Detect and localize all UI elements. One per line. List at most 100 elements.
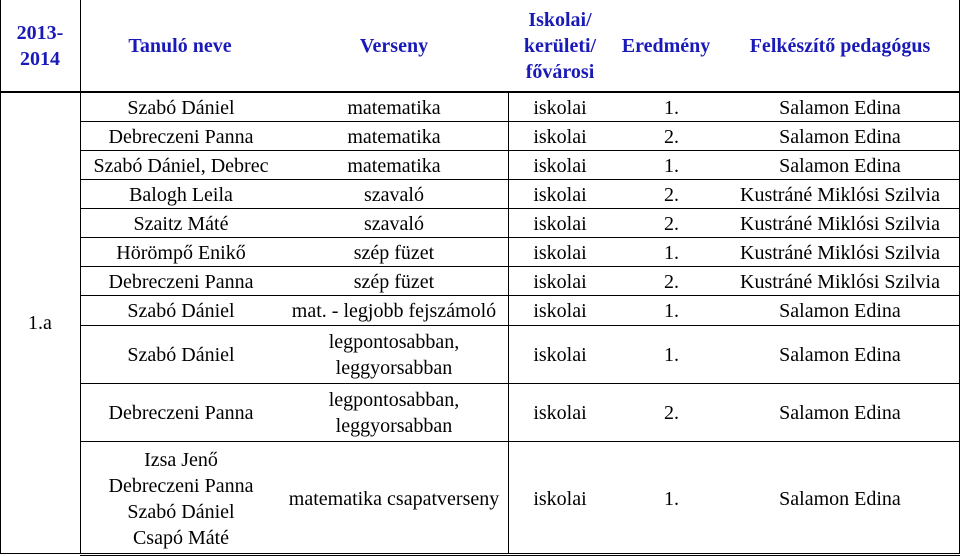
student-name: Debreczeni Panna [108,402,254,424]
competition-name: szép füzet [353,241,435,264]
header-divider [0,91,960,93]
teacher-cell: Salamon Edina [779,488,901,510]
level-cell: iskolai [533,125,587,148]
table-bottom-border [0,553,960,554]
row-divider [80,150,960,151]
student-name: Izsa Jenő [144,449,218,471]
competition-name: matematika [347,125,441,148]
competition-cell: szép füzet [280,267,508,296]
teacher-cell: Salamon Edina [779,402,901,424]
competition-name: matematika csapatverseny [288,488,500,510]
result-cell: 2. [664,402,679,424]
row-divider [80,208,960,209]
row-divider [80,325,960,326]
competition-name: szavaló [364,183,424,206]
header-level-line2: kerületi/ [523,35,597,57]
student-name-cell: Hörömpő Enikő [80,238,280,267]
competition-cell: szavaló [280,180,508,209]
header-year-line1: 2013- [16,22,64,44]
header-level: Iskolai/ kerületi/ fővárosi [508,0,612,92]
level-column-left-divider [508,92,509,554]
row-divider [80,441,960,442]
row-divider [80,383,960,384]
level-cell: iskolai [533,154,587,177]
student-name-cell: Debreczeni Panna [80,384,280,442]
result-cell: 2. [664,270,679,293]
level-cell: iskolai [533,344,587,366]
result-cell: 2. [664,125,679,148]
teacher-cell: Kustráné Miklósi Szilvia [740,183,940,206]
result-cell: 2. [664,183,679,206]
student-name-cell: Szabó Dániel [80,326,280,384]
student-name: Szaitz Máté [133,212,229,235]
level-cell: iskolai [533,97,587,119]
student-name: Csapó Máté [132,527,230,549]
row-divider [80,295,960,296]
class-label: 1.a [28,312,52,334]
competition-name: matematika [347,97,441,119]
competition-name: szavaló [364,212,424,235]
level-cell: iskolai [533,212,587,235]
student-name: Debreczeni Panna [108,270,254,293]
competition-cell: matematika csapatverseny [280,442,508,556]
competition-cell: legpontosabban, leggyorsabban [280,384,508,442]
teacher-cell: Salamon Edina [779,125,901,148]
student-name: Debreczeni Panna [108,125,254,148]
competition-cell: mat. - legjobb fejszámoló [280,296,508,326]
student-name-cell: Szabó Dániel, Debrec [80,151,280,180]
student-name: Balogh Leila [129,183,233,206]
student-name: Szabó Dániel [127,300,235,322]
teacher-cell: Salamon Edina [779,97,901,119]
student-name-cell: Balogh Leila [80,180,280,209]
student-name: Szabó Dániel, Debrec [93,154,269,177]
teacher-cell: Kustráné Miklósi Szilvia [740,212,940,235]
header-year: 2013- 2014 [0,0,80,92]
competition-cell: matematika [280,151,508,180]
competition-name: leggyorsabban [335,415,453,437]
left-border [0,0,1,554]
teacher-cell: Salamon Edina [779,154,901,177]
teacher-cell: Salamon Edina [779,300,901,322]
student-name-cell: Debreczeni Panna [80,122,280,151]
competition-name: mat. - legjobb fejszámoló [291,300,497,322]
student-name: Szabó Dániel [127,501,235,523]
header-year-line2: 2014 [19,48,60,70]
student-name-cell: Szabó Dániel [80,296,280,326]
row-divider [80,121,960,122]
competition-cell: matematika [280,94,508,122]
competition-name: legpontosabban, [328,331,460,353]
header-result: Eredmény [621,35,711,57]
student-name-cell: Szaitz Máté [80,209,280,238]
student-name: Debreczeni Panna [108,475,254,497]
header-competition: Verseny [359,35,429,57]
header-teacher: Felkészítő pedagógus [749,35,931,57]
level-cell: iskolai [533,402,587,424]
student-name: Hörömpő Enikő [116,241,246,264]
competition-name: matematika [347,154,441,177]
student-name-cell: Szabó Dániel [80,94,280,122]
teacher-cell: Kustráné Miklósi Szilvia [740,241,940,264]
row-divider [80,266,960,267]
header-student-name: Tanuló neve [128,35,232,57]
teacher-cell: Salamon Edina [779,344,901,366]
level-cell: iskolai [533,241,587,264]
student-name-cell: Izsa Jenő Debreczeni Panna Szabó Dániel Csa… [80,442,280,556]
result-cell: 1. [664,344,679,366]
student-name-cell: Debreczeni Panna [80,267,280,296]
competition-name: legpontosabban, [328,389,460,411]
competition-name: leggyorsabban [335,357,453,379]
level-cell: iskolai [533,488,587,510]
competition-cell: szép füzet [280,238,508,267]
result-cell: 2. [664,212,679,235]
competition-name: szép füzet [353,270,435,293]
result-cell: 1. [664,241,679,264]
student-name: Szabó Dániel [127,97,235,119]
competition-cell: legpontosabban, leggyorsabban [280,326,508,384]
row-divider [80,179,960,180]
level-cell: iskolai [533,270,587,293]
result-cell: 1. [664,300,679,322]
competition-cell: szavaló [280,209,508,238]
teacher-cell: Kustráné Miklósi Szilvia [740,270,940,293]
header-level-line1: Iskolai/ [528,9,592,31]
